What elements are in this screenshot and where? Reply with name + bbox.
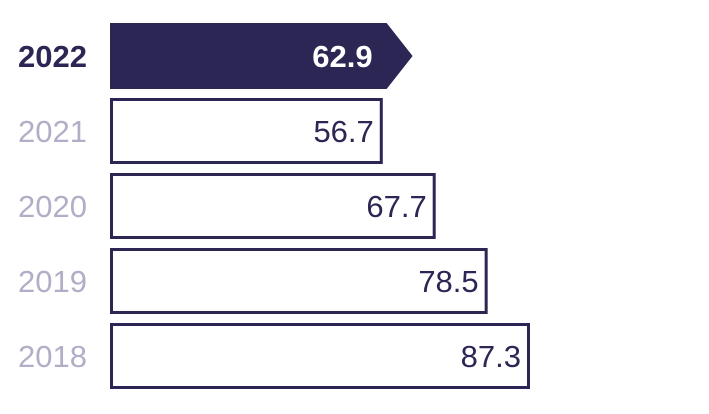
year-label-2022: 2022	[18, 39, 87, 74]
year-label-2020: 2020	[18, 189, 87, 224]
year-label-2021: 2021	[18, 114, 87, 149]
year-label-2018: 2018	[18, 339, 87, 374]
value-label-2019: 78.5	[418, 264, 478, 299]
bar-2019	[110, 248, 488, 314]
value-label-2020: 67.7	[366, 189, 426, 224]
bars-group: 2022 62.9 2021 56.7 2020 67.7 2019 78.5 2018 87.3	[18, 23, 530, 389]
value-label-2022: 62.9	[312, 39, 372, 74]
bar-2021	[110, 98, 383, 164]
year-label-2019: 2019	[18, 264, 87, 299]
value-label-2018: 87.3	[461, 339, 521, 374]
bar-2022	[110, 23, 413, 89]
bar-2020	[110, 173, 436, 239]
bar-2018	[110, 323, 530, 389]
value-label-2021: 56.7	[313, 114, 373, 149]
